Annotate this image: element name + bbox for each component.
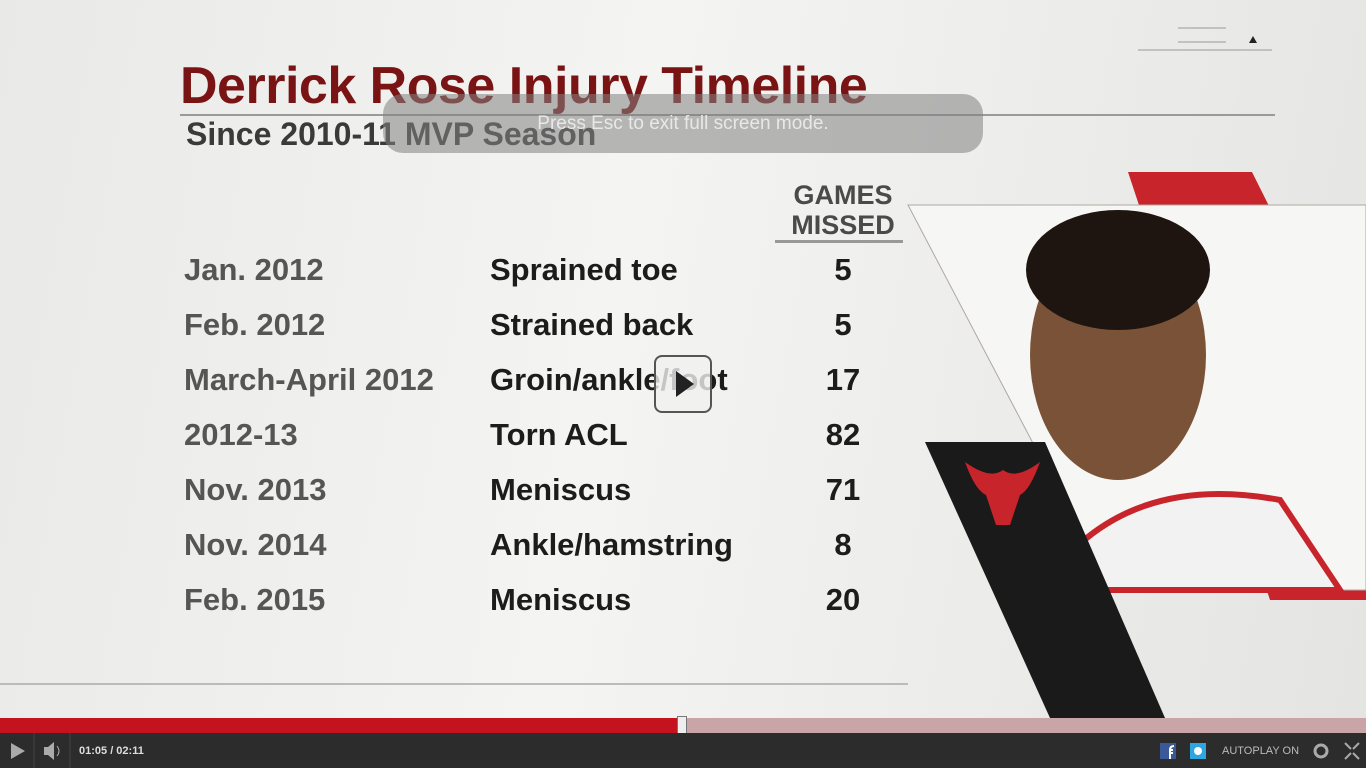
row-date: Feb. 2012	[184, 307, 326, 342]
row-games-missed: 82	[825, 417, 861, 452]
row-injury: Torn ACL	[490, 417, 628, 452]
time-display: 01:05 / 02:11	[79, 745, 144, 757]
row-games-missed: 17	[825, 362, 861, 397]
volume-button[interactable]	[44, 742, 54, 760]
row-date: Feb. 2015	[184, 582, 326, 617]
hair	[1026, 210, 1210, 330]
row-games-missed: 5	[834, 307, 852, 342]
facebook-glyph	[1169, 745, 1175, 759]
row-injury: Ankle/hamstring	[490, 527, 733, 562]
row-date: Nov. 2013	[184, 472, 327, 507]
fullscreen-button[interactable]	[1344, 742, 1360, 760]
progress-played	[0, 718, 681, 733]
video-frame: Derrick Rose Injury Timeline Since 2010-…	[0, 0, 1366, 718]
play-icon	[676, 371, 694, 397]
settings-button[interactable]	[1313, 743, 1329, 759]
fullscreen-notice: Press Esc to exit full screen mode.	[383, 94, 983, 153]
row-injury: Sprained toe	[490, 252, 678, 287]
row-games-missed: 71	[825, 472, 861, 507]
bulls-logo	[965, 462, 1040, 525]
row-games-missed: 5	[834, 252, 852, 287]
row-games-missed: 20	[825, 582, 861, 617]
column-header: MISSED	[791, 210, 895, 240]
row-date: 2012-13	[184, 417, 298, 452]
twitter-glyph	[1194, 747, 1202, 755]
row-date: Nov. 2014	[184, 527, 327, 562]
control-bar	[0, 733, 1366, 768]
play-triangle	[676, 371, 694, 397]
row-games-missed: 8	[834, 527, 852, 562]
row-date: March-April 2012	[184, 362, 434, 397]
black-stripe	[925, 442, 1165, 718]
controls	[11, 733, 1360, 768]
row-injury: Strained back	[490, 307, 694, 342]
play-button[interactable]	[11, 743, 25, 759]
big-play-button[interactable]	[654, 355, 712, 413]
row-injury: Meniscus	[490, 472, 632, 507]
row-date: Jan. 2012	[184, 252, 324, 287]
column-header: GAMES	[793, 180, 893, 210]
volume-wave	[56, 745, 60, 757]
autoplay-toggle[interactable]: AUTOPLAY ON	[1222, 745, 1300, 757]
header-rule	[775, 240, 903, 243]
menu-arrow	[1249, 36, 1257, 43]
row-injury: Meniscus	[490, 582, 632, 617]
decoration	[0, 27, 1366, 718]
